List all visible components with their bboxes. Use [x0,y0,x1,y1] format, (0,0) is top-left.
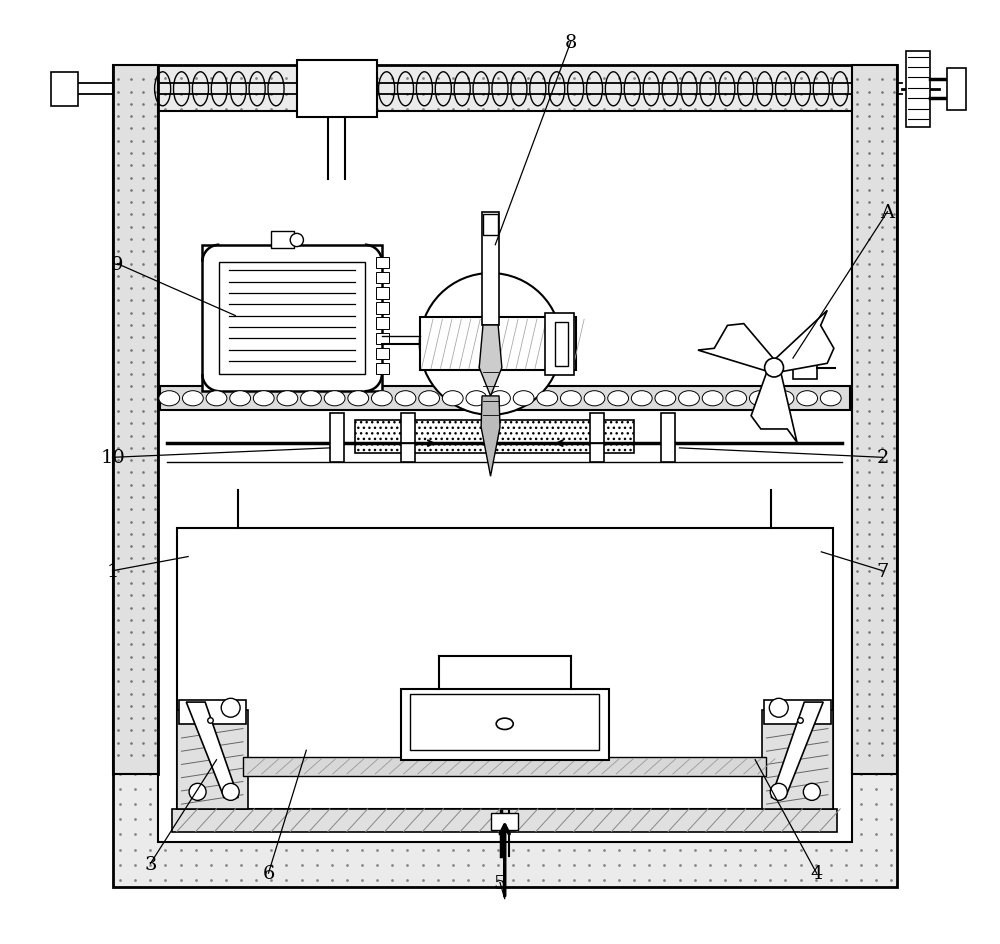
Ellipse shape [820,392,841,407]
Ellipse shape [726,392,747,407]
Ellipse shape [490,392,510,407]
Ellipse shape [631,392,652,407]
Bar [177,710,248,809]
Bar [179,700,246,724]
Text: 9: 9 [111,255,124,274]
Bar [376,363,389,375]
Text: 10: 10 [100,448,125,467]
Ellipse shape [324,392,345,407]
Bar [376,288,389,299]
Polygon shape [771,702,823,798]
Polygon shape [751,368,797,443]
Bar [219,262,365,375]
Ellipse shape [749,392,770,407]
Polygon shape [771,312,834,373]
Text: 5: 5 [494,873,506,892]
Bar [376,258,389,269]
Ellipse shape [466,392,487,407]
Text: 3: 3 [144,854,157,873]
Bar [376,303,389,314]
Circle shape [189,784,206,801]
Ellipse shape [584,392,605,407]
Ellipse shape [442,392,463,407]
Bar [590,413,604,463]
Bar [113,66,158,774]
Bar [401,689,609,760]
Text: 2: 2 [877,448,889,467]
Circle shape [765,359,784,378]
Bar [401,413,415,463]
Bar [793,357,817,379]
Bar [160,387,850,411]
Bar [555,323,568,366]
Polygon shape [479,326,502,396]
Circle shape [769,699,788,717]
Ellipse shape [496,718,513,730]
Bar [483,215,498,236]
Polygon shape [698,325,777,373]
Ellipse shape [230,392,251,407]
Bar [113,66,897,887]
Ellipse shape [395,392,416,407]
Circle shape [803,784,820,801]
Circle shape [420,274,561,415]
Circle shape [770,784,787,801]
Bar [172,809,837,832]
Ellipse shape [773,392,794,407]
Bar [482,212,499,326]
Bar [376,318,389,329]
Ellipse shape [159,392,180,407]
Bar [545,313,574,376]
Ellipse shape [797,392,818,407]
Circle shape [290,234,303,247]
Bar [355,420,634,453]
Ellipse shape [206,392,227,407]
Bar [762,710,833,809]
Bar [297,61,377,118]
Bar [243,757,766,776]
Bar [906,52,930,127]
Ellipse shape [702,392,723,407]
Bar [491,813,518,830]
Text: A: A [880,203,895,222]
Bar [947,69,966,110]
Bar [764,700,831,724]
Text: 6: 6 [262,864,275,883]
Bar [420,318,576,371]
Polygon shape [481,396,500,477]
Bar [410,694,599,750]
Ellipse shape [348,392,369,407]
Circle shape [221,699,240,717]
Bar [177,529,833,809]
Ellipse shape [253,392,274,407]
Text: 8: 8 [565,33,577,52]
Polygon shape [186,702,238,798]
Ellipse shape [608,392,629,407]
Ellipse shape [419,392,440,407]
Bar [271,232,294,249]
Text: 4: 4 [810,864,823,883]
Bar [158,111,852,842]
Ellipse shape [371,392,392,407]
Circle shape [222,784,239,801]
Bar [661,413,675,463]
Ellipse shape [537,392,558,407]
Bar [376,348,389,360]
Bar [51,73,78,107]
Text: 7: 7 [877,562,889,581]
Ellipse shape [301,392,321,407]
Bar [376,333,389,345]
Ellipse shape [513,392,534,407]
Ellipse shape [679,392,699,407]
Ellipse shape [655,392,676,407]
Ellipse shape [182,392,203,407]
Ellipse shape [560,392,581,407]
Bar [330,413,344,463]
Text: 1: 1 [106,562,119,581]
Bar [202,245,382,392]
Bar [376,273,389,284]
Bar [852,66,897,774]
Ellipse shape [277,392,298,407]
